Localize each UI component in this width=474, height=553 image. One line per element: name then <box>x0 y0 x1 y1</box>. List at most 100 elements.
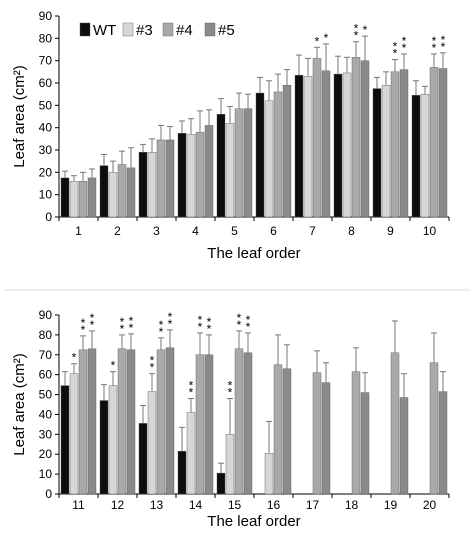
bar <box>165 347 175 495</box>
y-tick-label: 90 <box>39 308 53 322</box>
significance-mark: ** <box>129 314 134 335</box>
significance-mark: ** <box>402 34 407 55</box>
significance-star: * <box>90 318 95 332</box>
significance-mark: ** <box>120 315 125 336</box>
bar <box>264 100 274 218</box>
significance-mark: * <box>324 31 329 45</box>
bar <box>438 68 448 218</box>
significance-mark: ** <box>441 33 446 54</box>
significance-star: * <box>228 379 233 393</box>
bar <box>333 73 343 218</box>
significance-star: * <box>432 41 437 55</box>
legend-label: #5 <box>218 22 235 39</box>
y-tick-label: 90 <box>39 9 53 23</box>
y-tick-label: 80 <box>39 31 53 45</box>
significance-star: * <box>150 361 155 375</box>
bar <box>243 108 253 218</box>
significance-mark: ** <box>189 379 194 400</box>
significance-star: * <box>207 315 212 329</box>
x-tick-label: 5 <box>231 224 238 238</box>
bar <box>429 67 439 218</box>
bar <box>195 354 205 495</box>
bar <box>420 93 430 218</box>
bar <box>273 91 283 218</box>
significance-mark: ** <box>354 22 359 43</box>
significance-star: * <box>441 40 446 54</box>
significance-mark: ** <box>207 315 212 336</box>
bar <box>273 364 283 495</box>
significance-mark: ** <box>393 40 398 61</box>
y-tick-label: 50 <box>39 98 53 112</box>
significance-star: * <box>207 322 212 336</box>
significance-star: * <box>168 310 173 324</box>
x-tick-label: 6 <box>270 224 277 238</box>
bar <box>225 434 235 495</box>
x-tick-label: 3 <box>153 224 160 238</box>
bar <box>372 88 382 218</box>
y-tick-label: 60 <box>39 76 53 90</box>
y-axis-title: Leaf area (cm²) <box>11 353 28 456</box>
bar <box>138 423 148 495</box>
bar <box>204 125 214 218</box>
x-tick-label: 19 <box>384 498 398 512</box>
bar <box>60 385 70 495</box>
significance-star: * <box>402 34 407 48</box>
bar <box>117 348 127 495</box>
bar <box>351 371 361 495</box>
bar <box>126 167 136 218</box>
bar <box>60 177 70 218</box>
y-tick-label: 20 <box>39 447 53 461</box>
legend-label: WT <box>93 22 116 39</box>
significance-mark: ** <box>168 310 173 331</box>
x-axis-title: The leaf order <box>207 513 300 530</box>
bar <box>264 453 274 495</box>
significance-star: * <box>159 318 164 332</box>
x-tick-label: 10 <box>423 224 437 238</box>
x-tick-label: 4 <box>192 224 199 238</box>
significance-mark: ** <box>81 316 86 337</box>
legend-label: #3 <box>136 22 153 39</box>
bar <box>390 352 400 495</box>
bar <box>351 57 361 218</box>
significance-star: * <box>120 315 125 329</box>
bar <box>177 133 187 218</box>
significance-star: * <box>150 354 155 368</box>
significance-star: * <box>159 325 164 339</box>
significance-star: * <box>189 386 194 400</box>
y-tick-label: 0 <box>45 487 52 501</box>
x-tick-label: 9 <box>387 224 394 238</box>
x-tick-label: 13 <box>150 498 164 512</box>
significance-star: * <box>393 47 398 61</box>
bar <box>186 134 196 218</box>
bar <box>147 391 157 495</box>
x-tick-label: 16 <box>267 498 281 512</box>
y-tick-label: 20 <box>39 165 53 179</box>
bar <box>312 58 322 218</box>
significance-star: * <box>402 41 407 55</box>
y-tick-label: 30 <box>39 427 53 441</box>
bar <box>186 412 196 495</box>
bar <box>195 131 205 218</box>
significance-star: * <box>129 314 134 328</box>
bar <box>234 108 244 218</box>
y-tick-label: 70 <box>39 348 53 362</box>
bar <box>360 60 370 218</box>
x-tick-label: 1 <box>75 224 82 238</box>
bar <box>216 472 226 495</box>
bar <box>87 177 97 218</box>
significance-mark: ** <box>198 313 203 334</box>
significance-star: * <box>237 311 242 325</box>
bar <box>156 139 166 218</box>
bar <box>69 181 79 218</box>
legend: WT #3 #4 #5 <box>79 22 235 39</box>
bar <box>243 352 253 495</box>
bar <box>294 74 304 218</box>
bar <box>381 85 391 218</box>
x-tick-label: 11 <box>72 498 85 512</box>
significance-mark: ** <box>246 313 251 334</box>
bar <box>321 382 331 495</box>
y-tick-label: 40 <box>39 407 53 421</box>
bar <box>78 349 88 495</box>
significance-star: * <box>90 311 95 325</box>
significance-star: * <box>354 22 359 36</box>
